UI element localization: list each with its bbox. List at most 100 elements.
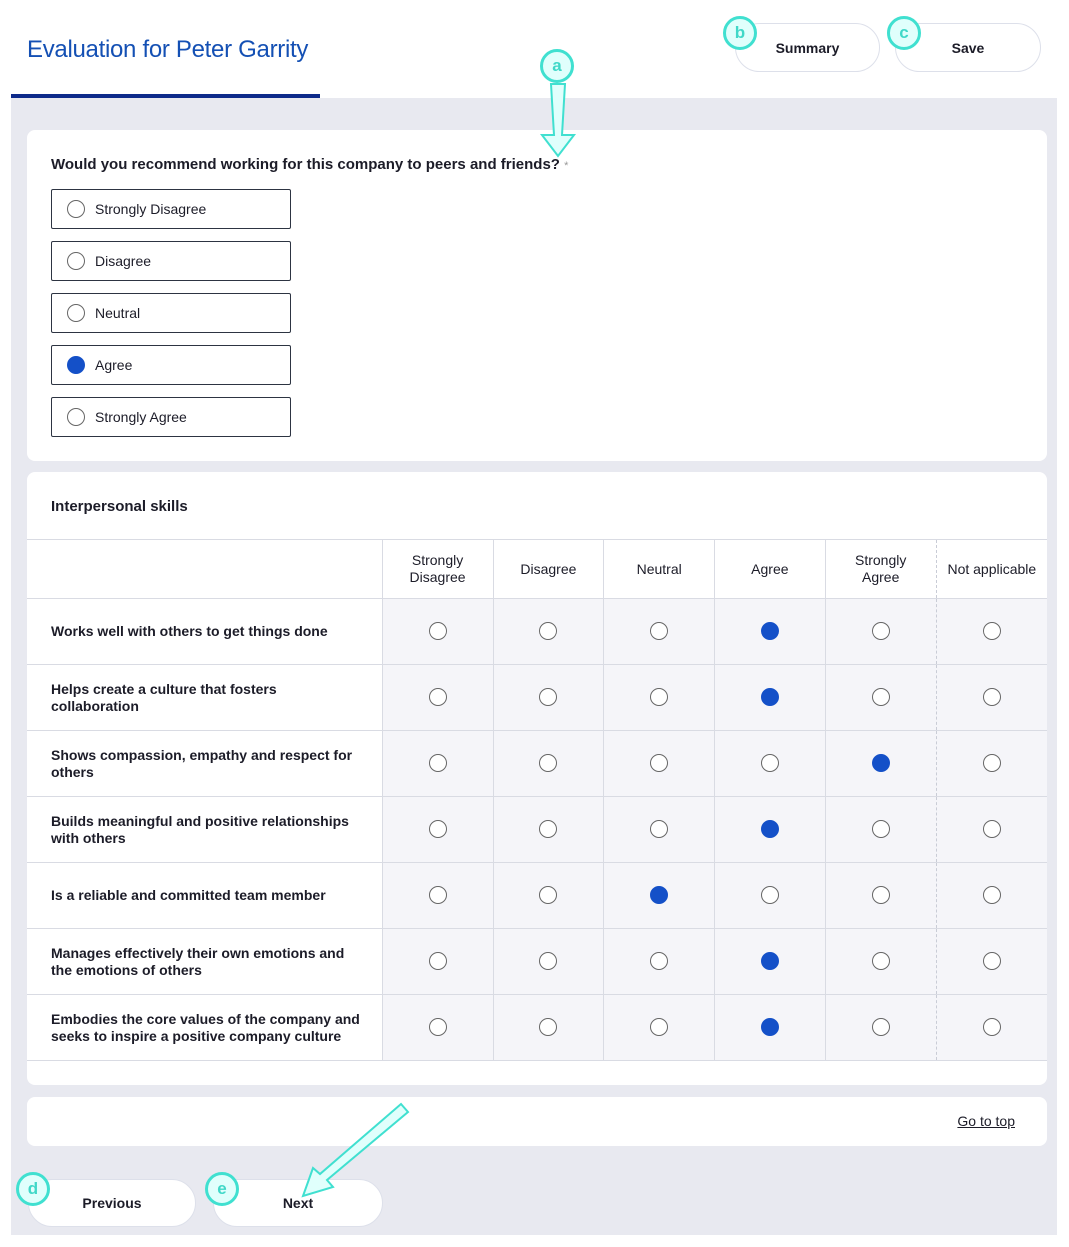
- summary-button[interactable]: Summary: [735, 23, 880, 72]
- row-label: Helps create a culture that fosters coll…: [27, 664, 383, 731]
- matrix-cell: [714, 994, 826, 1061]
- rating-matrix: Strongly Disagree Disagree Neutral Agree Str…: [27, 539, 1047, 1061]
- radio-button[interactable]: [760, 820, 779, 839]
- matrix-cell: [714, 730, 826, 797]
- radio-button[interactable]: [67, 252, 85, 270]
- option-disagree[interactable]: Disagree: [51, 241, 291, 281]
- radio-button[interactable]: [67, 356, 85, 374]
- row-label: Builds meaningful and positive relations…: [27, 796, 383, 863]
- radio-button[interactable]: [650, 820, 669, 839]
- matrix-cell: [935, 730, 1047, 797]
- radio-button[interactable]: [982, 820, 1001, 839]
- radio-button[interactable]: [650, 1018, 669, 1037]
- option-label: Disagree: [95, 253, 152, 269]
- matrix-cell: [824, 862, 937, 929]
- column-header: Strongly Disagree: [381, 539, 494, 599]
- radio-button[interactable]: [982, 886, 1001, 905]
- option-agree[interactable]: Agree: [51, 345, 291, 385]
- radio-button[interactable]: [67, 408, 85, 426]
- option-label: Agree: [95, 357, 133, 373]
- radio-button[interactable]: [871, 952, 890, 971]
- annotation-badge-c: c: [887, 16, 921, 50]
- radio-button[interactable]: [982, 688, 1001, 707]
- radio-button[interactable]: [428, 886, 447, 905]
- radio-button[interactable]: [539, 952, 558, 971]
- matrix-cell: [603, 664, 715, 731]
- previous-button[interactable]: Previous: [28, 1179, 196, 1227]
- table-row: Helps create a culture that fosters coll…: [27, 664, 1047, 731]
- radio-button[interactable]: [428, 952, 447, 971]
- radio-button[interactable]: [982, 1018, 1001, 1037]
- option-label: Neutral: [95, 305, 141, 321]
- column-header: Disagree: [492, 539, 604, 599]
- radio-button[interactable]: [428, 820, 447, 839]
- radio-button[interactable]: [871, 622, 890, 641]
- radio-button[interactable]: [871, 1018, 890, 1037]
- matrix-cell: [714, 598, 826, 665]
- question-text: Would you recommend working for this com…: [51, 156, 568, 173]
- radio-button[interactable]: [539, 1018, 558, 1037]
- section-title: Interpersonal skills: [51, 498, 188, 515]
- radio-button[interactable]: [428, 688, 447, 707]
- table-row: Embodies the core values of the company …: [27, 994, 1047, 1061]
- question-label: Would you recommend working for this com…: [51, 156, 560, 173]
- annotation-badge-b: b: [723, 16, 757, 50]
- radio-button[interactable]: [539, 688, 558, 707]
- matrix-cell: [492, 796, 604, 863]
- radio-button[interactable]: [650, 886, 669, 905]
- radio-button[interactable]: [871, 688, 890, 707]
- option-strongly-agree[interactable]: Strongly Agree: [51, 397, 291, 437]
- radio-button[interactable]: [650, 688, 669, 707]
- annotation-badge-e: e: [205, 1172, 239, 1206]
- option-neutral[interactable]: Neutral: [51, 293, 291, 333]
- matrix-corner: [27, 539, 383, 599]
- footer-card: Go to top: [27, 1097, 1047, 1146]
- radio-button[interactable]: [539, 754, 558, 773]
- matrix-cell: [603, 862, 715, 929]
- radio-button[interactable]: [67, 304, 85, 322]
- radio-button[interactable]: [871, 886, 890, 905]
- matrix-cell: [492, 664, 604, 731]
- radio-button[interactable]: [539, 820, 558, 839]
- radio-button[interactable]: [650, 754, 669, 773]
- annotation-badge-a: a: [540, 49, 574, 83]
- row-label: Manages effectively their own emotions a…: [27, 928, 383, 995]
- radio-button[interactable]: [428, 754, 447, 773]
- radio-button[interactable]: [539, 886, 558, 905]
- radio-button[interactable]: [982, 952, 1001, 971]
- matrix-cell: [603, 730, 715, 797]
- matrix-cell: [381, 730, 494, 797]
- radio-button[interactable]: [760, 952, 779, 971]
- radio-button[interactable]: [650, 952, 669, 971]
- matrix-cell: [935, 796, 1047, 863]
- radio-button[interactable]: [760, 754, 779, 773]
- radio-button[interactable]: [760, 688, 779, 707]
- radio-button[interactable]: [539, 622, 558, 641]
- matrix-cell: [935, 598, 1047, 665]
- radio-button[interactable]: [760, 886, 779, 905]
- matrix-cell: [824, 796, 937, 863]
- matrix-cell: [935, 928, 1047, 995]
- matrix-cell: [714, 928, 826, 995]
- matrix-cell: [381, 928, 494, 995]
- radio-button[interactable]: [760, 1018, 779, 1037]
- row-label: Works well with others to get things don…: [27, 598, 383, 665]
- radio-button[interactable]: [650, 622, 669, 641]
- table-row: Shows compassion, empathy and respect fo…: [27, 730, 1047, 797]
- go-to-top-link[interactable]: Go to top: [957, 1113, 1015, 1129]
- radio-button[interactable]: [982, 754, 1001, 773]
- radio-button[interactable]: [428, 622, 447, 641]
- radio-button[interactable]: [871, 820, 890, 839]
- matrix-cell: [935, 862, 1047, 929]
- radio-button[interactable]: [871, 754, 890, 773]
- matrix-cell: [714, 796, 826, 863]
- radio-button[interactable]: [67, 200, 85, 218]
- column-header: Neutral: [603, 539, 715, 599]
- option-strongly-disagree[interactable]: Strongly Disagree: [51, 189, 291, 229]
- matrix-cell: [381, 862, 494, 929]
- radio-button[interactable]: [428, 1018, 447, 1037]
- matrix-cell: [603, 994, 715, 1061]
- radio-button[interactable]: [982, 622, 1001, 641]
- radio-button[interactable]: [760, 622, 779, 641]
- matrix-cell: [492, 862, 604, 929]
